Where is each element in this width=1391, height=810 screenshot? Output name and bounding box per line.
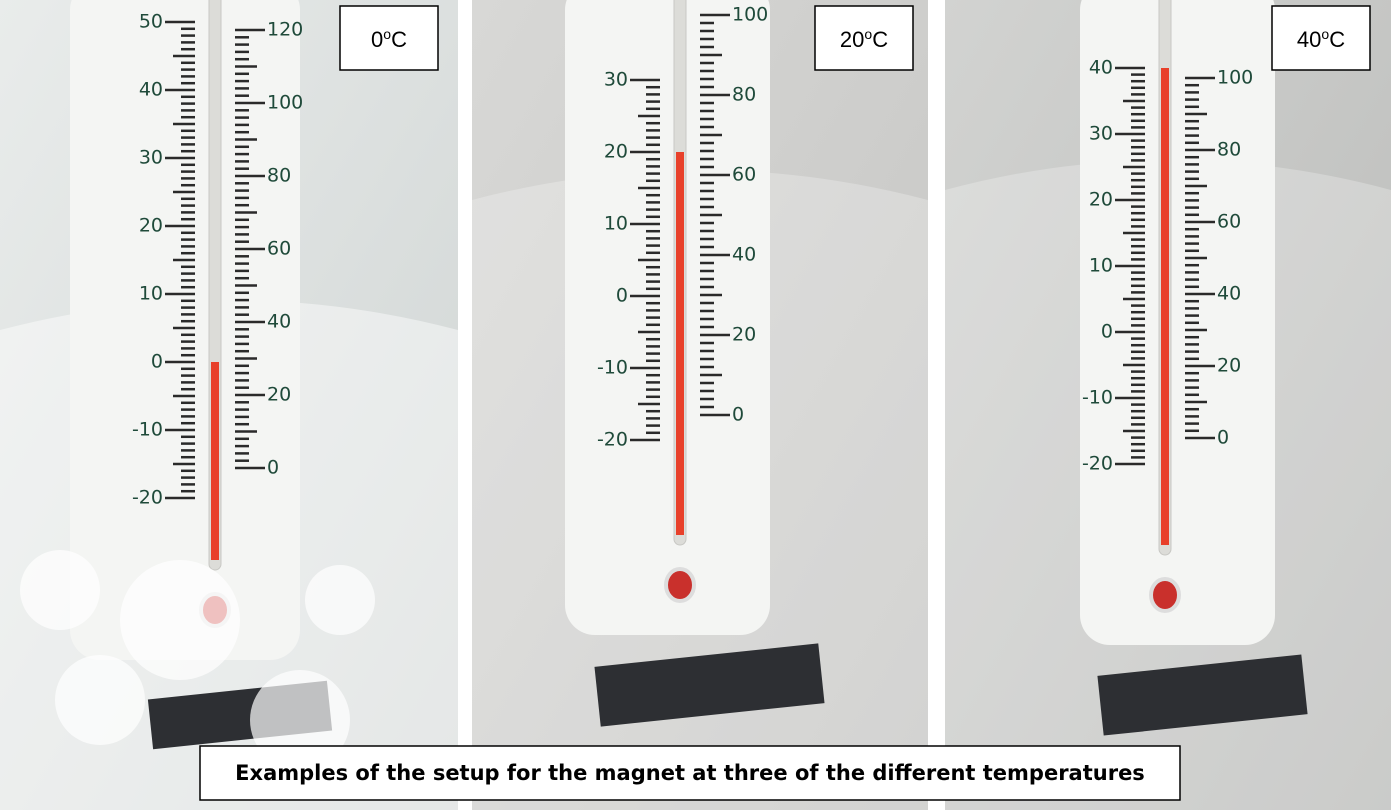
scale-label: 100 [732, 4, 768, 26]
label-part: o [383, 26, 391, 42]
scale-label: 10 [139, 283, 163, 305]
label-part: o [1321, 26, 1329, 42]
label-box [1271, 5, 1371, 71]
liquid [211, 362, 219, 560]
scale-label: 100 [1217, 67, 1253, 89]
scale-label: 50 [139, 11, 163, 33]
magnet [594, 643, 825, 727]
scale-label: 0 [732, 404, 744, 426]
scale-label: 60 [1217, 211, 1241, 233]
scale-label: 30 [139, 147, 163, 169]
scale-label: 40 [732, 244, 756, 266]
scale-label: 60 [267, 238, 291, 260]
thermometer-body [1080, 0, 1275, 645]
label-part: o [864, 26, 872, 42]
ice [120, 560, 240, 680]
scale-label: 100 [267, 92, 303, 114]
ice [55, 655, 145, 745]
scale-label: 20 [1089, 189, 1113, 211]
ice [305, 565, 375, 635]
scale-label: 10 [604, 213, 628, 235]
label-box [814, 5, 914, 71]
scale-label: 20 [732, 324, 756, 346]
scale-label: 0 [151, 351, 163, 373]
scale-label: 80 [267, 165, 291, 187]
temperature-label: 20oC [840, 26, 888, 52]
ice [20, 550, 100, 630]
scale-label: 10 [1089, 255, 1113, 277]
label-part: C [872, 27, 888, 52]
scale-label: 0 [1217, 427, 1229, 449]
magnet [1097, 654, 1308, 736]
scale-label: -20 [597, 429, 628, 451]
bulb [664, 567, 696, 603]
scale-label: -10 [132, 419, 163, 441]
scale-label: 40 [139, 79, 163, 101]
liquid [1161, 68, 1169, 545]
label-part: C [1329, 27, 1345, 52]
scale-label: 60 [732, 164, 756, 186]
scale-label: 40 [1217, 283, 1241, 305]
bulb [1149, 577, 1181, 613]
label-part: C [391, 27, 407, 52]
scale-label: -20 [1082, 453, 1113, 475]
scale-label: 80 [1217, 139, 1241, 161]
label-part: 0 [371, 27, 383, 52]
label-part: 40 [1297, 27, 1321, 52]
scale-label: -10 [1082, 387, 1113, 409]
scale-label: -10 [597, 357, 628, 379]
scale-label: 40 [267, 311, 291, 333]
ice [250, 670, 350, 770]
temperature-label: 40oC [1297, 26, 1345, 52]
scale-label: -20 [132, 487, 163, 509]
scale-label: 20 [139, 215, 163, 237]
label-box [339, 5, 439, 71]
scale-label: 20 [1217, 355, 1241, 377]
caption: Examples of the setup for the magnet at … [235, 761, 1145, 785]
thermometer-body [565, 0, 770, 635]
thermometer-body [70, 0, 300, 660]
caption-box [199, 745, 1181, 801]
temperature-label: 0oC [371, 26, 407, 52]
scale-label: 0 [1101, 321, 1113, 343]
scale-label: 30 [604, 69, 628, 91]
scale-label: 40 [1089, 57, 1113, 79]
scale-label: 20 [267, 384, 291, 406]
label-part: 20 [840, 27, 864, 52]
scale-label: 30 [1089, 123, 1113, 145]
scale-label: 0 [616, 285, 628, 307]
scale-label: 120 [267, 19, 303, 41]
scale-label: 20 [604, 141, 628, 163]
liquid [676, 152, 684, 535]
scale-label: 0 [267, 457, 279, 479]
scale-label: 80 [732, 84, 756, 106]
